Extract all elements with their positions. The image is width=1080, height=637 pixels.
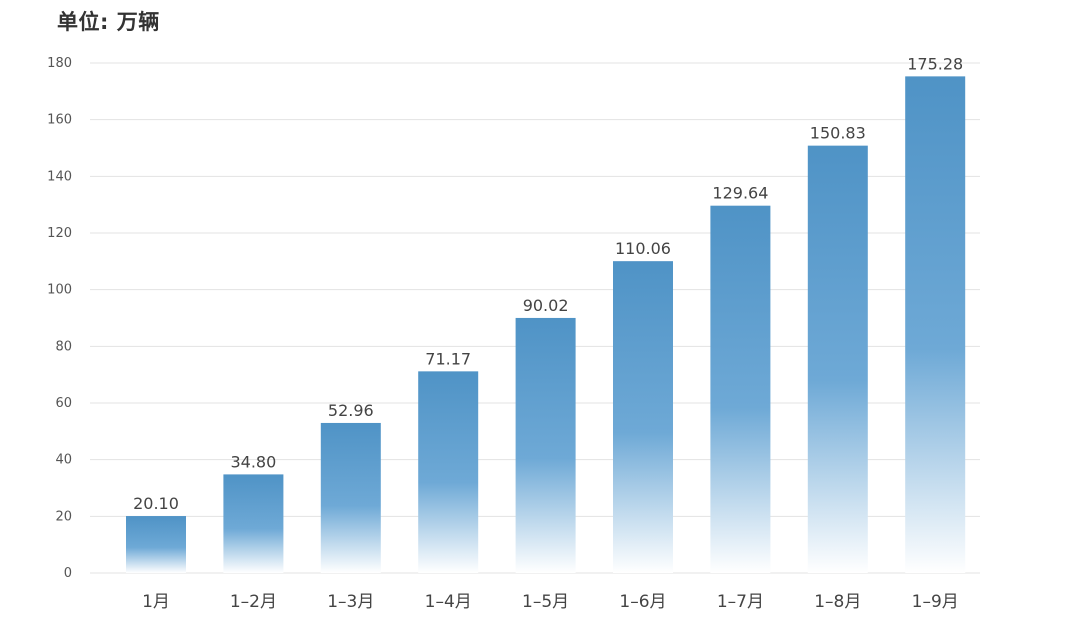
bar	[223, 474, 284, 573]
y-tick-label: 80	[55, 339, 72, 354]
bars	[126, 76, 966, 574]
bar	[418, 371, 479, 573]
x-tick-label: 1–5月	[522, 592, 569, 612]
bar	[807, 145, 868, 574]
y-tick-label: 140	[47, 169, 72, 184]
bar	[905, 76, 966, 573]
data-label: 20.10	[133, 494, 179, 513]
data-label: 129.64	[712, 184, 768, 203]
y-tick-label: 100	[47, 283, 72, 298]
data-labels: 20.10 34.80 52.96 71.17 90.02 110.06 129.64 150…	[133, 54, 963, 513]
x-axis: 1月 1–2月 1–3月 1–4月 1–5月 1–6月 1–7月 1–8月 1–9月	[142, 592, 959, 612]
x-tick-label: 1月	[142, 592, 170, 612]
x-tick-label: 1–3月	[327, 592, 374, 612]
x-tick-label: 1–6月	[619, 592, 666, 612]
data-label: 110.06	[615, 239, 671, 258]
y-axis: 0 20 40 60 80 100 120 140 160 180	[47, 56, 72, 581]
bar	[613, 261, 673, 573]
bar	[515, 317, 576, 573]
y-tick-label: 0	[64, 566, 72, 581]
y-tick-label: 40	[55, 453, 72, 468]
data-label: 90.02	[523, 296, 569, 315]
y-tick-label: 180	[47, 56, 72, 71]
x-tick-label: 1–9月	[912, 592, 959, 612]
x-tick-label: 1–2月	[230, 592, 277, 612]
data-label: 150.83	[810, 124, 866, 143]
data-label: 52.96	[328, 401, 374, 420]
x-tick-label: 1–7月	[717, 592, 764, 612]
bar	[126, 516, 186, 573]
bar	[710, 205, 771, 574]
bar	[320, 422, 381, 573]
y-tick-label: 20	[55, 509, 72, 524]
y-tick-label: 160	[47, 113, 72, 128]
data-label: 71.17	[425, 349, 471, 368]
y-tick-label: 120	[47, 226, 72, 241]
data-label: 34.80	[230, 452, 276, 471]
y-tick-label: 60	[55, 396, 72, 411]
x-tick-label: 1–4月	[425, 592, 472, 612]
x-tick-label: 1–8月	[814, 592, 861, 612]
unit-label: 单位: 万辆	[57, 10, 160, 34]
data-label: 175.28	[907, 54, 963, 73]
